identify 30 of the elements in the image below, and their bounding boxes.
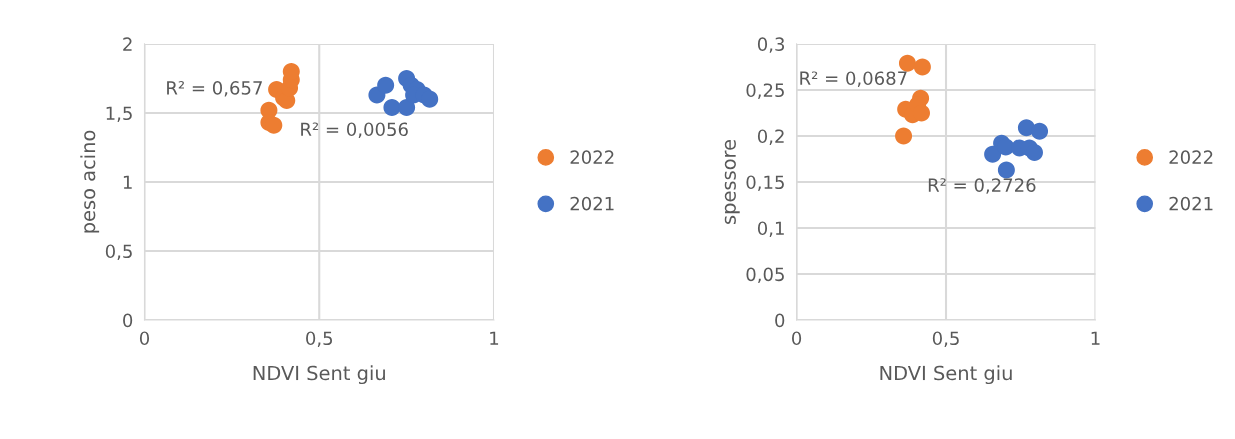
x-tick-label: 1 (1091, 331, 1100, 345)
y-tick-label: 0 (775, 313, 785, 328)
y-tick-label: 2 (123, 37, 132, 51)
legend-label: 2021 (1169, 196, 1213, 211)
y-axis-title: peso acino (80, 130, 100, 233)
x-axis-title: NDVI Sent giu (880, 365, 1012, 385)
x-tick-label: 0 (792, 331, 802, 346)
x-tick-label: 1 (490, 331, 499, 345)
y-axis-title: spessore (724, 139, 740, 224)
annotation: R² = 0,2726 (928, 178, 1036, 194)
annotation: R² = 0,657 (167, 81, 262, 97)
legend-label: 2022 (1169, 150, 1213, 165)
y-tick-label: 0,2 (757, 129, 784, 145)
annotation: R² = 0,0687 (800, 71, 907, 87)
y-tick-label: 0,25 (746, 83, 784, 99)
x-tick-label: 0,5 (306, 331, 333, 347)
y-tick-label: 0,1 (757, 221, 784, 237)
y-tick-label: 1,5 (106, 106, 132, 122)
legend-label: 2021 (570, 196, 614, 211)
y-tick-label: 0,05 (746, 267, 784, 283)
y-tick-label: 1 (123, 175, 132, 189)
annotation: R² = 0,0056 (301, 122, 408, 138)
legend-label: 2022 (570, 150, 614, 165)
y-tick-label: 0 (123, 313, 133, 328)
x-tick-label: 0,5 (932, 331, 959, 347)
y-tick-label: 0,15 (746, 175, 784, 191)
x-tick-label: 0 (139, 331, 150, 346)
x-axis-title: NDVI Sent giu (253, 365, 385, 385)
y-tick-label: 0,3 (757, 37, 785, 53)
y-tick-label: 0,5 (105, 244, 132, 260)
